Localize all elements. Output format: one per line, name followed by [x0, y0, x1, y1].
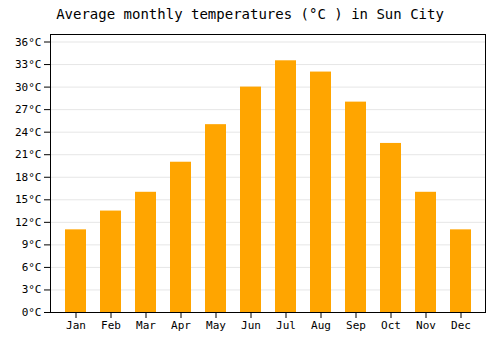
svg-text:Apr: Apr	[171, 319, 191, 332]
svg-text:Jul: Jul	[276, 319, 296, 332]
svg-text:30°C: 30°C	[15, 81, 42, 94]
svg-text:12°C: 12°C	[15, 216, 42, 229]
html-text:Average monthly temperatures (: Average monthly temperatures (°C ) in Su…	[56, 6, 444, 22]
svg-text:15°C: 15°C	[15, 193, 42, 206]
svg-text:Aug: Aug	[311, 319, 331, 332]
svg-text:21°C: 21°C	[15, 148, 42, 161]
svg-text:6°C: 6°C	[22, 261, 42, 274]
svg-text:Dec: Dec	[451, 319, 471, 332]
svg-text:0°C: 0°C	[22, 306, 42, 319]
svg-text:Nov: Nov	[416, 319, 436, 332]
svg-text:24°C: 24°C	[15, 126, 42, 139]
svg-text:Jun: Jun	[241, 319, 261, 332]
svg-text:Jan: Jan	[66, 319, 86, 332]
svg-text:May: May	[206, 319, 226, 332]
svg-text:36°C: 36°C	[15, 36, 42, 49]
svg-text:Feb: Feb	[101, 319, 121, 332]
svg-text:18°C: 18°C	[15, 171, 42, 184]
svg-text:33°C: 33°C	[15, 58, 42, 71]
svg-text:Sep: Sep	[346, 319, 366, 332]
svg-text:Mar: Mar	[136, 319, 156, 332]
svg-text:Oct: Oct	[381, 319, 401, 332]
svg-text:27°C: 27°C	[15, 103, 42, 116]
svg-text:3°C: 3°C	[22, 283, 42, 296]
svg-text:9°C: 9°C	[22, 238, 42, 251]
